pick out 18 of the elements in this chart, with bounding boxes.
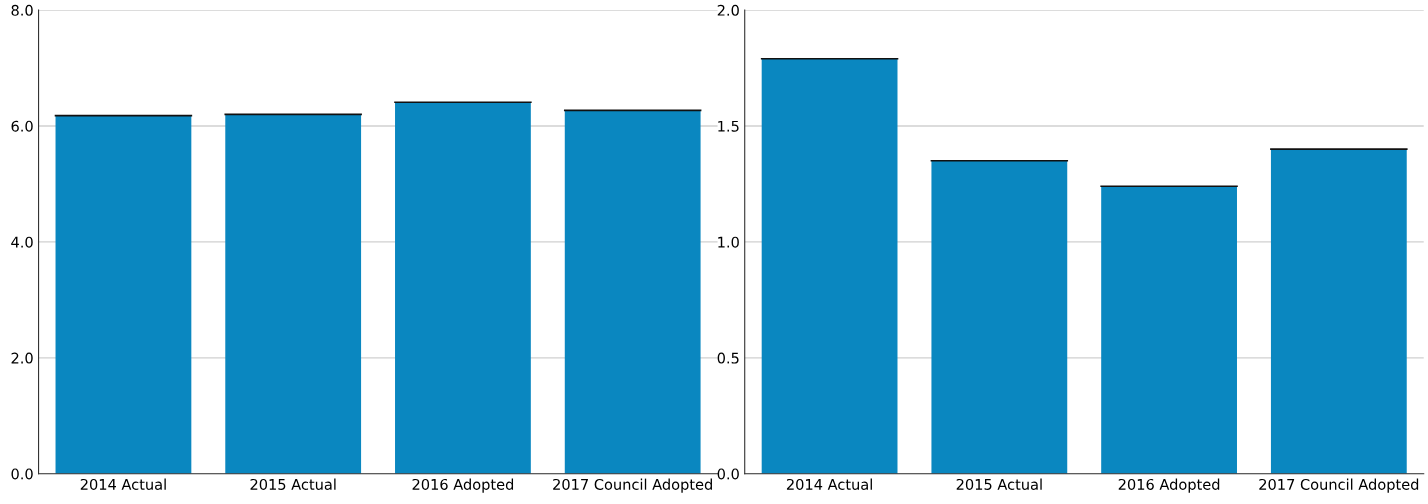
x-tick-label: 2016 Adopted [412,478,514,493]
y-tick-label: 8.0 [11,4,33,16]
y-tick-label: 4.0 [11,236,33,248]
y-tick-label: 0.5 [717,352,739,364]
x-tick-label: 2017 Council Adopted [1259,478,1419,493]
y-tick-label: 1.0 [718,236,739,248]
y-tick-label: 0.0 [11,468,33,480]
y-tick-label: 6.0 [11,120,33,132]
x-tick-label: 2017 Council Adopted [553,478,712,493]
y-tick-label: 2.0 [717,4,739,16]
x-tick-label: 2016 Adopted [1118,478,1220,493]
y-tick-label: 0.0 [717,468,739,480]
x-tick-label: 2015 Actual [250,478,336,490]
x-tick-label: 2014 Actual [80,478,166,490]
y-tick-label: 1.5 [718,120,739,132]
y-tick-label: 2.0 [11,352,33,364]
x-tick-label: 2015 Actual [956,478,1042,490]
x-tick-label: 2014 Actual [786,478,872,490]
